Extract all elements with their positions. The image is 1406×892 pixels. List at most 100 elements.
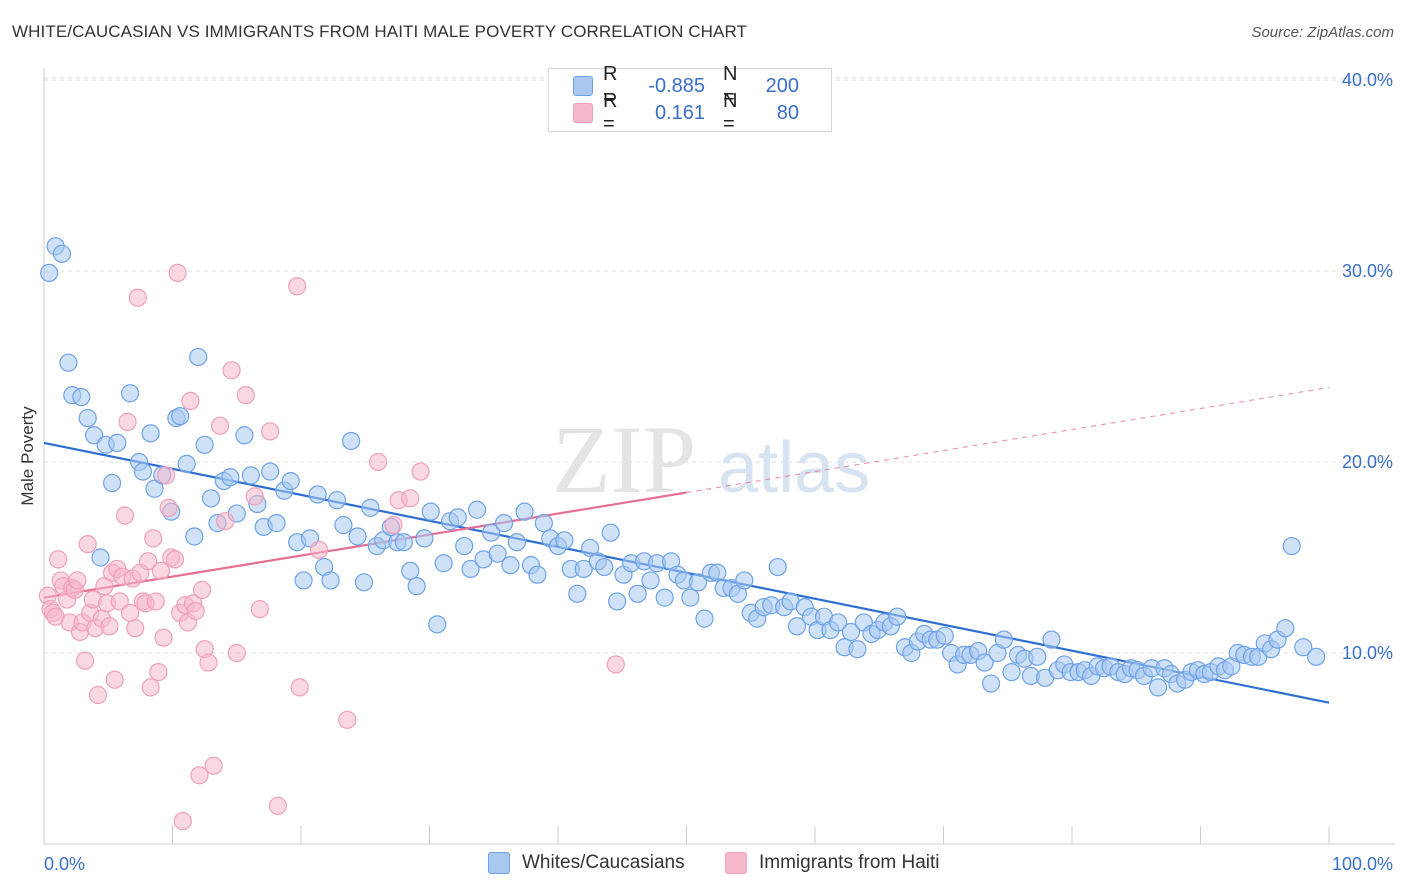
- point-whites: [455, 536, 474, 556]
- x-tick-label: 100.0%: [1332, 854, 1393, 874]
- point-haiti: [128, 288, 147, 307]
- point-whites: [103, 473, 122, 493]
- point-whites: [708, 563, 727, 582]
- point-whites: [1276, 619, 1295, 638]
- point-whites: [428, 615, 447, 634]
- data-points: [38, 237, 1326, 831]
- point-whites: [601, 523, 620, 542]
- trend-line-haiti-extension: [686, 386, 1330, 494]
- point-whites: [308, 485, 327, 504]
- point-haiti: [173, 811, 192, 831]
- point-whites: [434, 554, 453, 573]
- point-whites: [78, 408, 97, 428]
- point-whites: [467, 500, 487, 519]
- point-whites: [294, 571, 313, 590]
- point-haiti: [261, 422, 280, 441]
- point-whites: [608, 592, 627, 611]
- point-haiti: [49, 550, 68, 569]
- point-whites: [935, 626, 954, 645]
- watermark-zip: ZIP: [552, 406, 696, 513]
- point-haiti: [144, 529, 163, 548]
- point-whites: [534, 514, 553, 533]
- point-whites: [185, 527, 204, 546]
- point-whites: [321, 571, 340, 590]
- point-whites: [688, 573, 708, 592]
- point-whites: [40, 263, 59, 283]
- point-haiti: [338, 710, 357, 729]
- chart-source: Source: ZipAtlas.com: [1251, 24, 1394, 41]
- point-haiti: [76, 651, 95, 670]
- point-haiti: [216, 512, 235, 531]
- point-haiti: [154, 628, 173, 647]
- point-whites: [221, 468, 240, 487]
- point-haiti: [78, 535, 97, 554]
- point-whites: [120, 384, 140, 403]
- y-tick-label: 30.0%: [1342, 261, 1393, 281]
- point-whites: [141, 424, 160, 443]
- series-label-whites: Whites/Caucasians: [522, 852, 685, 873]
- point-haiti: [227, 643, 246, 663]
- point-haiti: [165, 550, 185, 569]
- point-haiti: [141, 678, 160, 697]
- point-whites: [568, 584, 587, 603]
- point-haiti: [88, 685, 108, 705]
- point-haiti: [204, 756, 223, 775]
- point-haiti: [149, 662, 168, 682]
- watermark: ZIP atlas: [552, 406, 870, 513]
- point-haiti: [290, 678, 309, 697]
- point-whites: [507, 533, 526, 552]
- legend-r-value: -0.885: [648, 74, 705, 97]
- series-legend-whites: Whites/Caucasians: [488, 852, 685, 874]
- point-whites: [91, 548, 110, 567]
- point-whites: [261, 462, 280, 481]
- point-whites: [768, 557, 787, 577]
- point-haiti: [309, 540, 329, 559]
- legend-row-whites: R = -0.885 N = 200: [573, 63, 799, 108]
- point-whites: [145, 479, 164, 498]
- point-whites: [189, 347, 208, 367]
- y-tick-label: 10.0%: [1342, 643, 1393, 663]
- point-whites: [515, 502, 534, 521]
- legend-n-value: 200: [765, 74, 799, 97]
- point-whites: [829, 613, 848, 632]
- point-whites: [421, 502, 440, 521]
- point-whites: [1028, 647, 1047, 666]
- y-tick-label: 40.0%: [1342, 70, 1393, 90]
- point-haiti: [105, 670, 124, 689]
- legend-swatch-whites: [573, 76, 593, 96]
- point-haiti: [210, 416, 230, 435]
- point-whites: [72, 387, 91, 407]
- point-whites: [888, 607, 907, 626]
- point-whites: [461, 559, 480, 579]
- point-whites: [267, 514, 286, 533]
- point-whites: [281, 472, 300, 491]
- point-whites: [482, 523, 501, 542]
- point-whites: [1042, 630, 1061, 649]
- point-haiti: [606, 655, 625, 674]
- point-haiti: [236, 386, 255, 405]
- point-whites: [354, 573, 374, 592]
- point-whites: [1307, 647, 1326, 666]
- point-whites: [52, 244, 72, 263]
- series-label-haiti: Immigrants from Haiti: [759, 852, 940, 873]
- point-whites: [1282, 536, 1301, 556]
- point-whites: [494, 514, 514, 533]
- point-whites: [394, 533, 413, 552]
- point-whites: [501, 556, 520, 575]
- point-whites: [581, 538, 600, 558]
- x-tick-label: 0.0%: [44, 854, 85, 874]
- axes: [43, 68, 1395, 845]
- y-axis-label: Male Poverty: [18, 406, 37, 506]
- point-haiti: [146, 592, 165, 611]
- point-haiti: [126, 619, 145, 638]
- point-haiti: [288, 277, 307, 296]
- legend-swatch-haiti: [573, 103, 593, 123]
- point-haiti: [250, 599, 269, 619]
- point-haiti: [369, 452, 388, 472]
- point-whites: [235, 426, 254, 445]
- point-whites: [641, 571, 660, 590]
- point-haiti: [401, 489, 420, 508]
- legend-n-label: N =: [723, 63, 738, 108]
- y-tick-label: 20.0%: [1342, 452, 1393, 472]
